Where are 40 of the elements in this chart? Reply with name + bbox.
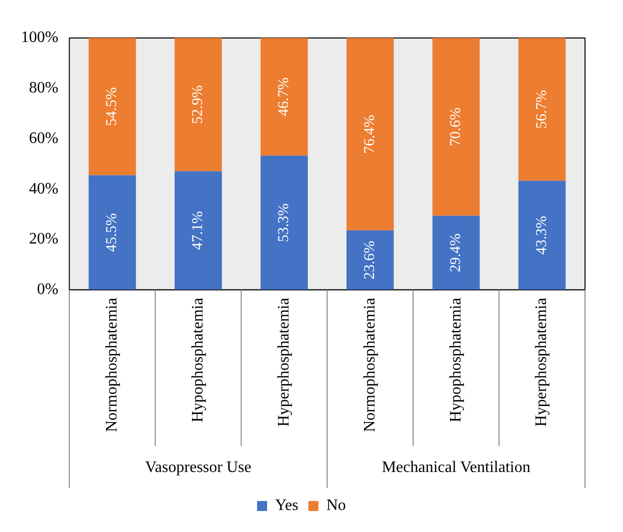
data-label: 23.6% xyxy=(362,240,378,280)
x-tick-label: Hyperphosphatemia xyxy=(275,298,292,427)
data-label: 46.7% xyxy=(276,77,292,116)
bar xyxy=(88,175,136,290)
bar xyxy=(174,171,222,290)
x-tick-label: Hypophosphatemia xyxy=(447,298,464,422)
legend-label: No xyxy=(326,497,346,514)
y-tick-label: 80% xyxy=(29,80,58,97)
bar xyxy=(518,180,566,290)
bar xyxy=(88,38,136,176)
data-label: 70.6% xyxy=(448,108,464,146)
x-tick-label: Normophosphatemia xyxy=(361,298,378,432)
bar xyxy=(260,38,308,156)
y-tick-label: 100% xyxy=(21,29,58,46)
data-label: 47.1% xyxy=(190,211,206,250)
bar xyxy=(346,230,394,290)
bar xyxy=(174,38,222,172)
legend-label: Yes xyxy=(275,497,298,514)
data-label: 29.4% xyxy=(448,233,464,272)
data-label: 45.5% xyxy=(104,213,120,252)
data-label: 43.3% xyxy=(534,216,550,255)
data-label: 52.9% xyxy=(190,85,206,124)
text: Mechanical Ventilation xyxy=(382,459,530,476)
data-label: 54.5% xyxy=(104,87,120,126)
bar xyxy=(260,156,308,290)
bar xyxy=(346,38,394,230)
bar xyxy=(432,216,480,290)
bar xyxy=(432,38,480,216)
text: Vasopressor Use xyxy=(145,459,252,476)
y-tick-label: 60% xyxy=(29,130,58,147)
x-tick-label: Hypophosphatemia xyxy=(189,298,206,422)
data-label: 76.4% xyxy=(362,114,378,154)
y-tick-label: 20% xyxy=(29,230,58,248)
bar xyxy=(518,38,566,181)
y-tick-label: 40% xyxy=(29,180,58,198)
data-label: 53.3% xyxy=(276,203,292,242)
data-label: 56.7% xyxy=(534,90,550,129)
y-tick-label: 0% xyxy=(37,281,58,298)
x-tick-label: Hyperphosphatemia xyxy=(533,298,550,427)
x-tick-label: Normophosphatemia xyxy=(104,298,121,432)
